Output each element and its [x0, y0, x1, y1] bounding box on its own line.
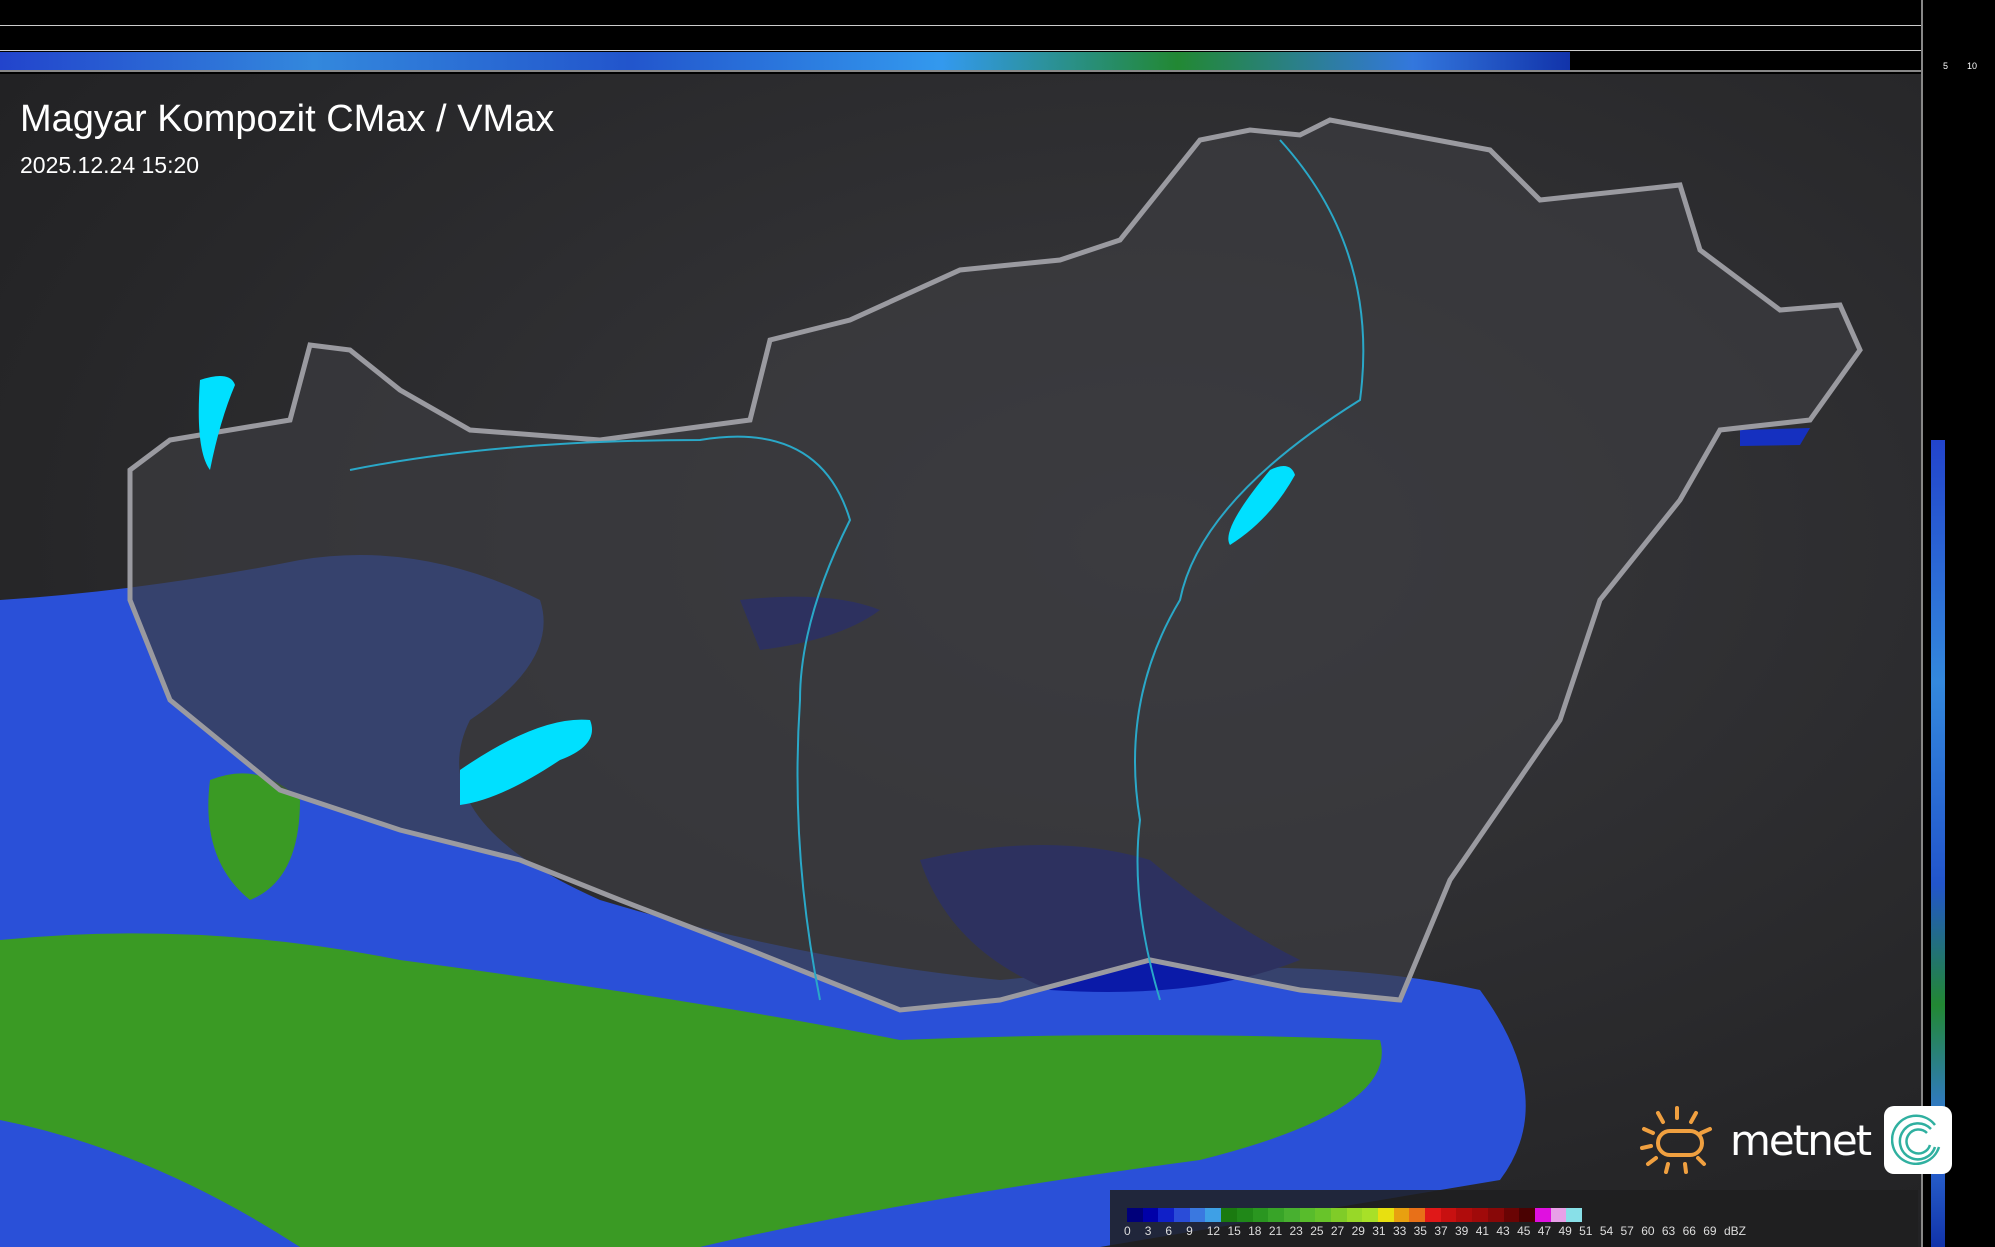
legend-label: 23 [1289, 1224, 1303, 1238]
legend-swatch [1487, 1208, 1504, 1222]
legend-swatch [1283, 1208, 1300, 1222]
legend-label: 37 [1434, 1224, 1448, 1238]
legend-swatch [1158, 1208, 1175, 1222]
legend-swatch [1142, 1208, 1159, 1222]
legend-label: 9 [1186, 1224, 1193, 1238]
legend-label: 41 [1475, 1224, 1490, 1238]
legend-swatch [1519, 1208, 1535, 1222]
legend-swatch [1362, 1208, 1378, 1222]
right-tick-5: 5 [1943, 61, 1949, 71]
legend-swatch [1252, 1208, 1269, 1222]
legend-swatch [1299, 1208, 1316, 1222]
legend-swatch [1393, 1208, 1410, 1222]
legend-label: 60 [1641, 1224, 1655, 1238]
legend-swatch [1330, 1208, 1347, 1222]
legend-label: 33 [1392, 1224, 1407, 1238]
legend-label: 27 [1330, 1224, 1345, 1238]
right-tick-10: 10 [1967, 61, 1978, 71]
legend-label: 12 [1206, 1224, 1221, 1238]
legend-swatch [1534, 1208, 1551, 1222]
legend-swatch [1378, 1208, 1394, 1222]
rivers [349, 139, 1365, 1001]
legend-label: 43 [1496, 1224, 1510, 1238]
legend-label: 18 [1248, 1224, 1262, 1238]
legend-swatch [1315, 1208, 1331, 1222]
legend-label: 66 [1682, 1224, 1696, 1238]
legend-swatch [1456, 1208, 1473, 1222]
legend-swatch [1189, 1208, 1206, 1222]
legend-label: 35 [1413, 1224, 1427, 1238]
radar-map[interactable] [0, 74, 1921, 1247]
legend-label: 6 [1165, 1224, 1173, 1238]
legend-label: 29 [1351, 1224, 1365, 1238]
cross-section-radar-strip [0, 52, 1570, 70]
legend-swatch [1174, 1208, 1190, 1222]
legend-swatch [1550, 1208, 1567, 1222]
legend-label: 15 [1227, 1224, 1241, 1238]
legend-labels: 0 3 6 9 12 15 18 21 23 25 27 29 31 33 35 37 39 41 43 45 47 49… [1124, 1224, 1746, 1238]
legend-swatch [1566, 1208, 1582, 1222]
legend-label: 63 [1661, 1224, 1676, 1238]
legend-label: 21 [1268, 1224, 1283, 1238]
legend-swatch [1472, 1208, 1488, 1222]
legend-color-bar [1127, 1208, 1582, 1222]
map-timestamp: 2025.12.24 15:20 [20, 152, 200, 178]
logo-text: metnet [1730, 1115, 1872, 1165]
legend-swatch [1236, 1208, 1253, 1222]
legend-label: 45 [1517, 1224, 1531, 1238]
legend-label: 31 [1372, 1224, 1386, 1238]
legend-swatch [1346, 1208, 1363, 1222]
legend-label: 54 [1599, 1224, 1614, 1238]
legend-label: 47 [1537, 1224, 1552, 1238]
legend-label: 69 [1703, 1224, 1717, 1238]
dbz-legend: 0 3 6 9 12 15 18 21 23 25 27 29 31 33 35 37 39 41 43 45 47 49… [1110, 1190, 1918, 1247]
hungary-border [127, 117, 1863, 1013]
legend-unit: dBZ [1723, 1224, 1746, 1238]
legend-swatch [1440, 1208, 1457, 1222]
legend-swatch [1503, 1208, 1520, 1222]
legend-label: 25 [1310, 1224, 1324, 1238]
legend-swatch [1268, 1208, 1284, 1222]
lakes [198, 376, 1295, 805]
legend-swatch [1205, 1208, 1222, 1222]
metnet-logo: metnet [1638, 1104, 1953, 1176]
legend-swatch [1409, 1208, 1426, 1222]
map-title: Magyar Kompozit CMax / VMax [20, 98, 555, 140]
legend-label: 0 [1124, 1224, 1131, 1238]
legend-label: 51 [1579, 1224, 1593, 1238]
legend-label: 57 [1620, 1224, 1634, 1238]
legend-label: 49 [1558, 1224, 1572, 1238]
legend-label: 3 [1144, 1224, 1152, 1238]
sun-icon [1640, 1106, 1712, 1174]
legend-label: 39 [1455, 1224, 1469, 1238]
legend-swatch [1127, 1208, 1143, 1222]
vertical-cross-section-top [0, 0, 1921, 72]
app-icon [1884, 1106, 1953, 1174]
legend-swatch [1221, 1208, 1237, 1222]
cross-section-radar-strip-right [1931, 440, 1945, 1247]
legend-swatch [1425, 1208, 1441, 1222]
vertical-cross-section-right [1921, 0, 1995, 1247]
